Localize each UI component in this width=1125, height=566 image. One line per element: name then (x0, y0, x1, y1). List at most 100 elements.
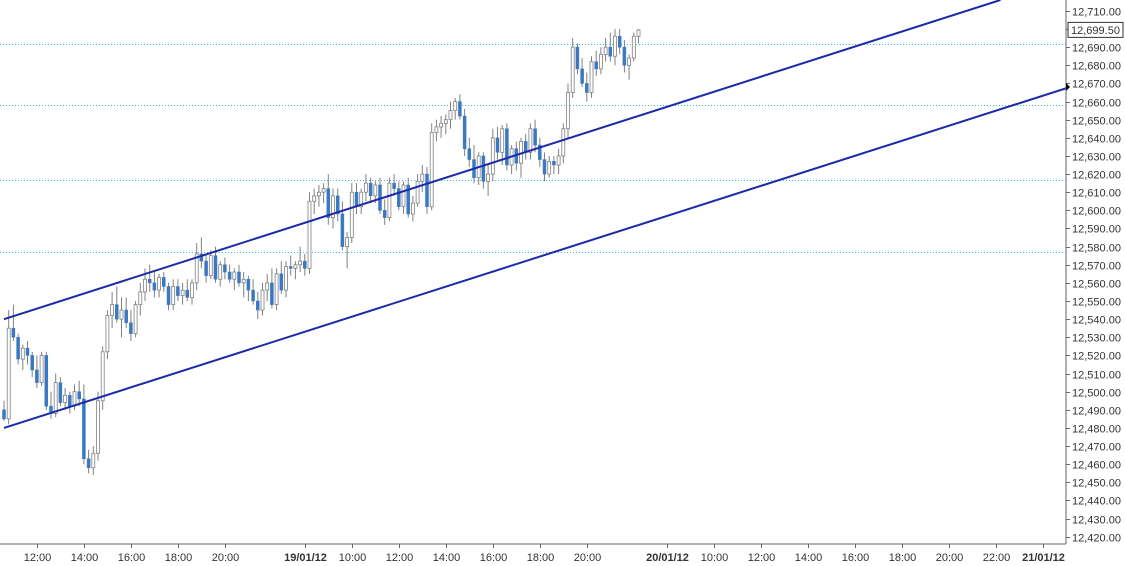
candle-body-up (410, 202, 415, 215)
x-tick-label: 20:00 (574, 552, 602, 564)
candle (176, 279, 180, 302)
candle (223, 257, 227, 280)
candle-body-up (359, 191, 364, 208)
candle (25, 340, 30, 365)
candle-body-down (223, 264, 227, 273)
candle (227, 264, 232, 283)
candle (603, 38, 608, 62)
y-tick-label: 12,670.00 (1072, 79, 1121, 91)
candle (30, 351, 34, 378)
candle-body-down (166, 286, 171, 305)
x-date-label: 19/01/12 (284, 552, 327, 564)
candle-body-down (397, 188, 401, 207)
candle-body-down (152, 282, 157, 291)
candle-body-up (72, 391, 77, 407)
candle-body-down (30, 355, 34, 371)
candle (462, 108, 467, 156)
candle-body-up (6, 327, 11, 420)
candle (636, 29, 641, 44)
candle-body-down (213, 255, 218, 280)
candle-body-up (443, 119, 448, 124)
candle-body-down (115, 304, 119, 320)
last-price-label: 12,699.50 (1071, 25, 1120, 37)
candle-body-down (406, 184, 410, 215)
candle (96, 391, 100, 461)
x-tick-label: 10:00 (701, 552, 729, 564)
candle (105, 310, 110, 360)
x-tick-label: 10:00 (339, 552, 367, 564)
candle-body-down (340, 213, 345, 247)
candle (190, 279, 194, 305)
candle-body-down (77, 391, 81, 400)
channel-line-upper[interactable] (3, 0, 1001, 321)
candle-body-up (138, 291, 143, 306)
candle-body-up (293, 264, 298, 269)
candle-body-down (533, 128, 537, 146)
candle (312, 188, 317, 214)
channel-end-marker[interactable] (1066, 83, 1070, 91)
candles (2, 29, 641, 476)
y-tick-label: 12,420.00 (1072, 533, 1121, 545)
candle (185, 279, 190, 302)
candle-body-down (129, 322, 133, 334)
candle (303, 253, 307, 276)
candle-body-down (303, 260, 307, 269)
candle-body-down (176, 286, 180, 296)
candle-body-up (20, 347, 25, 360)
candle-body-up (190, 282, 194, 298)
y-axis: 12,420.00 12,430.00 12,440.00 12,450.00 12,4… (1066, 7, 1121, 545)
candle (458, 94, 462, 120)
candle (340, 201, 345, 251)
candle (382, 199, 387, 225)
candle (608, 32, 613, 62)
x-tick-label: 12:00 (24, 552, 52, 564)
candle-body-down (617, 36, 622, 48)
candle-body-up (96, 400, 100, 454)
candle (627, 54, 631, 80)
candle-body-down (35, 369, 39, 383)
candle (147, 264, 152, 292)
candle-body-down (199, 253, 204, 262)
candle-body-up (613, 35, 617, 57)
candle-body-up (274, 273, 279, 306)
candle (552, 155, 556, 175)
candle (566, 83, 570, 138)
x-axis: 12:00 14:00 16:00 18:00 20:00 19/01/12 10:00 12… (24, 544, 1065, 564)
channel-line-lower[interactable] (3, 85, 1076, 429)
candle (100, 346, 105, 410)
candle-body-up (208, 255, 213, 277)
candle-body-up (556, 155, 561, 166)
x-tick-label: 14:00 (433, 552, 461, 564)
candle (547, 155, 552, 178)
candle-body-up (171, 286, 176, 306)
candle-body-up (486, 173, 491, 182)
candle (326, 174, 331, 225)
candle (44, 351, 49, 410)
candle-body-down (382, 210, 387, 218)
candle-body-up (631, 35, 636, 59)
candle (199, 237, 204, 269)
candle-body-up (401, 184, 406, 208)
candle (335, 188, 340, 222)
candle (274, 268, 279, 311)
candle-body-up (636, 29, 641, 37)
candle (180, 282, 185, 305)
candle (415, 174, 420, 207)
candle (208, 250, 213, 280)
candle (561, 123, 566, 164)
candle-body-up (439, 122, 444, 128)
candle-body-down (622, 46, 627, 66)
candle-body-down (481, 155, 486, 182)
y-tick-label: 12,570.00 (1072, 261, 1121, 273)
candle (359, 188, 364, 214)
candle (171, 279, 176, 311)
candle (505, 123, 509, 171)
candle-body-up (218, 264, 223, 280)
candle-body-down (608, 46, 613, 57)
candle-body-down (251, 289, 255, 302)
candle-body-down (326, 188, 331, 218)
y-tick-label: 12,550.00 (1072, 297, 1121, 309)
candle (594, 50, 598, 77)
candle (20, 344, 25, 370)
candle-body-down (552, 161, 556, 166)
